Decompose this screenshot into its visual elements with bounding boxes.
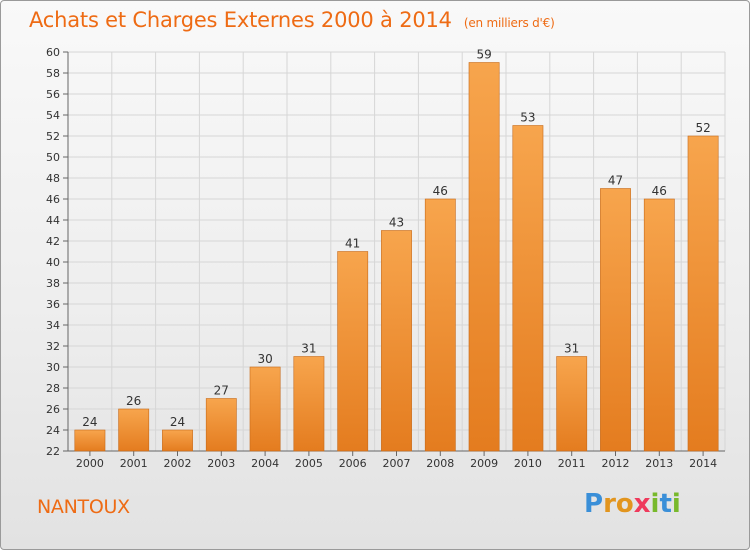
logo-letter: t xyxy=(659,489,672,519)
bar-2012 xyxy=(600,188,631,452)
bar-2006 xyxy=(337,251,369,452)
x-tick-label: 2010 xyxy=(514,457,542,470)
bar-2003 xyxy=(205,398,237,452)
data-label: 31 xyxy=(564,342,579,356)
data-label: 31 xyxy=(301,342,316,356)
data-label: 24 xyxy=(82,415,97,429)
y-tick-label: 46 xyxy=(46,193,60,206)
x-tick-label: 2003 xyxy=(207,457,235,470)
bar-2009 xyxy=(468,62,500,452)
bar-2005 xyxy=(293,356,325,452)
data-label: 24 xyxy=(170,415,185,429)
x-tick-label: 2014 xyxy=(689,457,717,470)
bar-2007 xyxy=(381,230,412,452)
x-tick-label: 2004 xyxy=(251,457,279,470)
data-label: 47 xyxy=(608,174,623,188)
logo-letter: P xyxy=(584,489,604,519)
y-tick-label: 60 xyxy=(46,46,60,59)
y-tick-label: 54 xyxy=(46,109,60,122)
bars xyxy=(74,62,719,452)
x-tick-label: 2012 xyxy=(602,457,630,470)
y-tick-label: 36 xyxy=(46,298,60,311)
y-tick-label: 24 xyxy=(46,424,60,437)
y-tick-label: 38 xyxy=(46,277,60,290)
data-label: 52 xyxy=(695,121,710,135)
y-tick-label: 26 xyxy=(46,403,60,416)
x-tick-label: 2013 xyxy=(645,457,673,470)
bar-2010 xyxy=(512,125,544,452)
y-tick-label: 32 xyxy=(46,340,60,353)
y-tick-label: 50 xyxy=(46,151,60,164)
y-tick-label: 30 xyxy=(46,361,60,374)
x-tick-label: 2007 xyxy=(383,457,411,470)
y-tick-label: 58 xyxy=(46,67,60,80)
chart-title-text: Achats et Charges Externes 2000 à 2014 xyxy=(29,8,452,32)
y-tick-label: 52 xyxy=(46,130,60,143)
bar-2014 xyxy=(687,135,719,452)
data-label: 59 xyxy=(476,48,491,62)
y-tick-label: 48 xyxy=(46,172,60,185)
x-tick-label: 2009 xyxy=(470,457,498,470)
chart-title: Achats et Charges Externes 2000 à 2014 (e… xyxy=(29,8,555,32)
logo-letter: i xyxy=(650,489,660,519)
data-label: 53 xyxy=(520,111,535,125)
x-tick-label: 2006 xyxy=(339,457,367,470)
labels: 22 24 26 28 30 32 34 36 38 40 42 44 46 48 50 52 54 56 58 60… xyxy=(46,46,717,470)
chart-subtitle: (en milliers d'€) xyxy=(463,16,555,30)
bar-2004 xyxy=(249,366,281,452)
logo-letter: x xyxy=(633,489,651,519)
x-tick-label: 2000 xyxy=(76,457,104,470)
data-label: 46 xyxy=(652,184,667,198)
bar-2000 xyxy=(74,429,106,452)
x-tick-label: 2008 xyxy=(426,457,454,470)
bar-2008 xyxy=(424,198,456,452)
x-tick-label: 2005 xyxy=(295,457,323,470)
x-tick-label: 2001 xyxy=(120,457,148,470)
commune-name: NANTOUX xyxy=(37,496,130,518)
y-tick-label: 34 xyxy=(46,319,60,332)
logo-letter: i xyxy=(671,489,681,519)
bar-2002 xyxy=(162,429,193,452)
data-label: 30 xyxy=(257,352,272,366)
data-label: 41 xyxy=(345,237,360,251)
data-label: 43 xyxy=(389,216,404,230)
data-label: 26 xyxy=(126,394,141,408)
y-tick-label: 40 xyxy=(46,256,60,269)
y-tick-label: 42 xyxy=(46,235,60,248)
logo-letter: o xyxy=(615,489,634,519)
data-label: 27 xyxy=(214,384,229,398)
proxiti-logo: Proxiti xyxy=(584,489,681,519)
bar-2011 xyxy=(556,356,588,452)
y-tick-label: 44 xyxy=(46,214,60,227)
x-tick-label: 2002 xyxy=(164,457,192,470)
y-tick-label: 28 xyxy=(46,382,60,395)
data-label: 46 xyxy=(433,184,448,198)
logo-letter: r xyxy=(603,489,616,519)
y-tick-label: 22 xyxy=(46,445,60,458)
x-tick-label: 2011 xyxy=(558,457,586,470)
y-tick-label: 56 xyxy=(46,88,60,101)
bar-2001 xyxy=(118,408,150,452)
bar-2013 xyxy=(643,198,675,452)
